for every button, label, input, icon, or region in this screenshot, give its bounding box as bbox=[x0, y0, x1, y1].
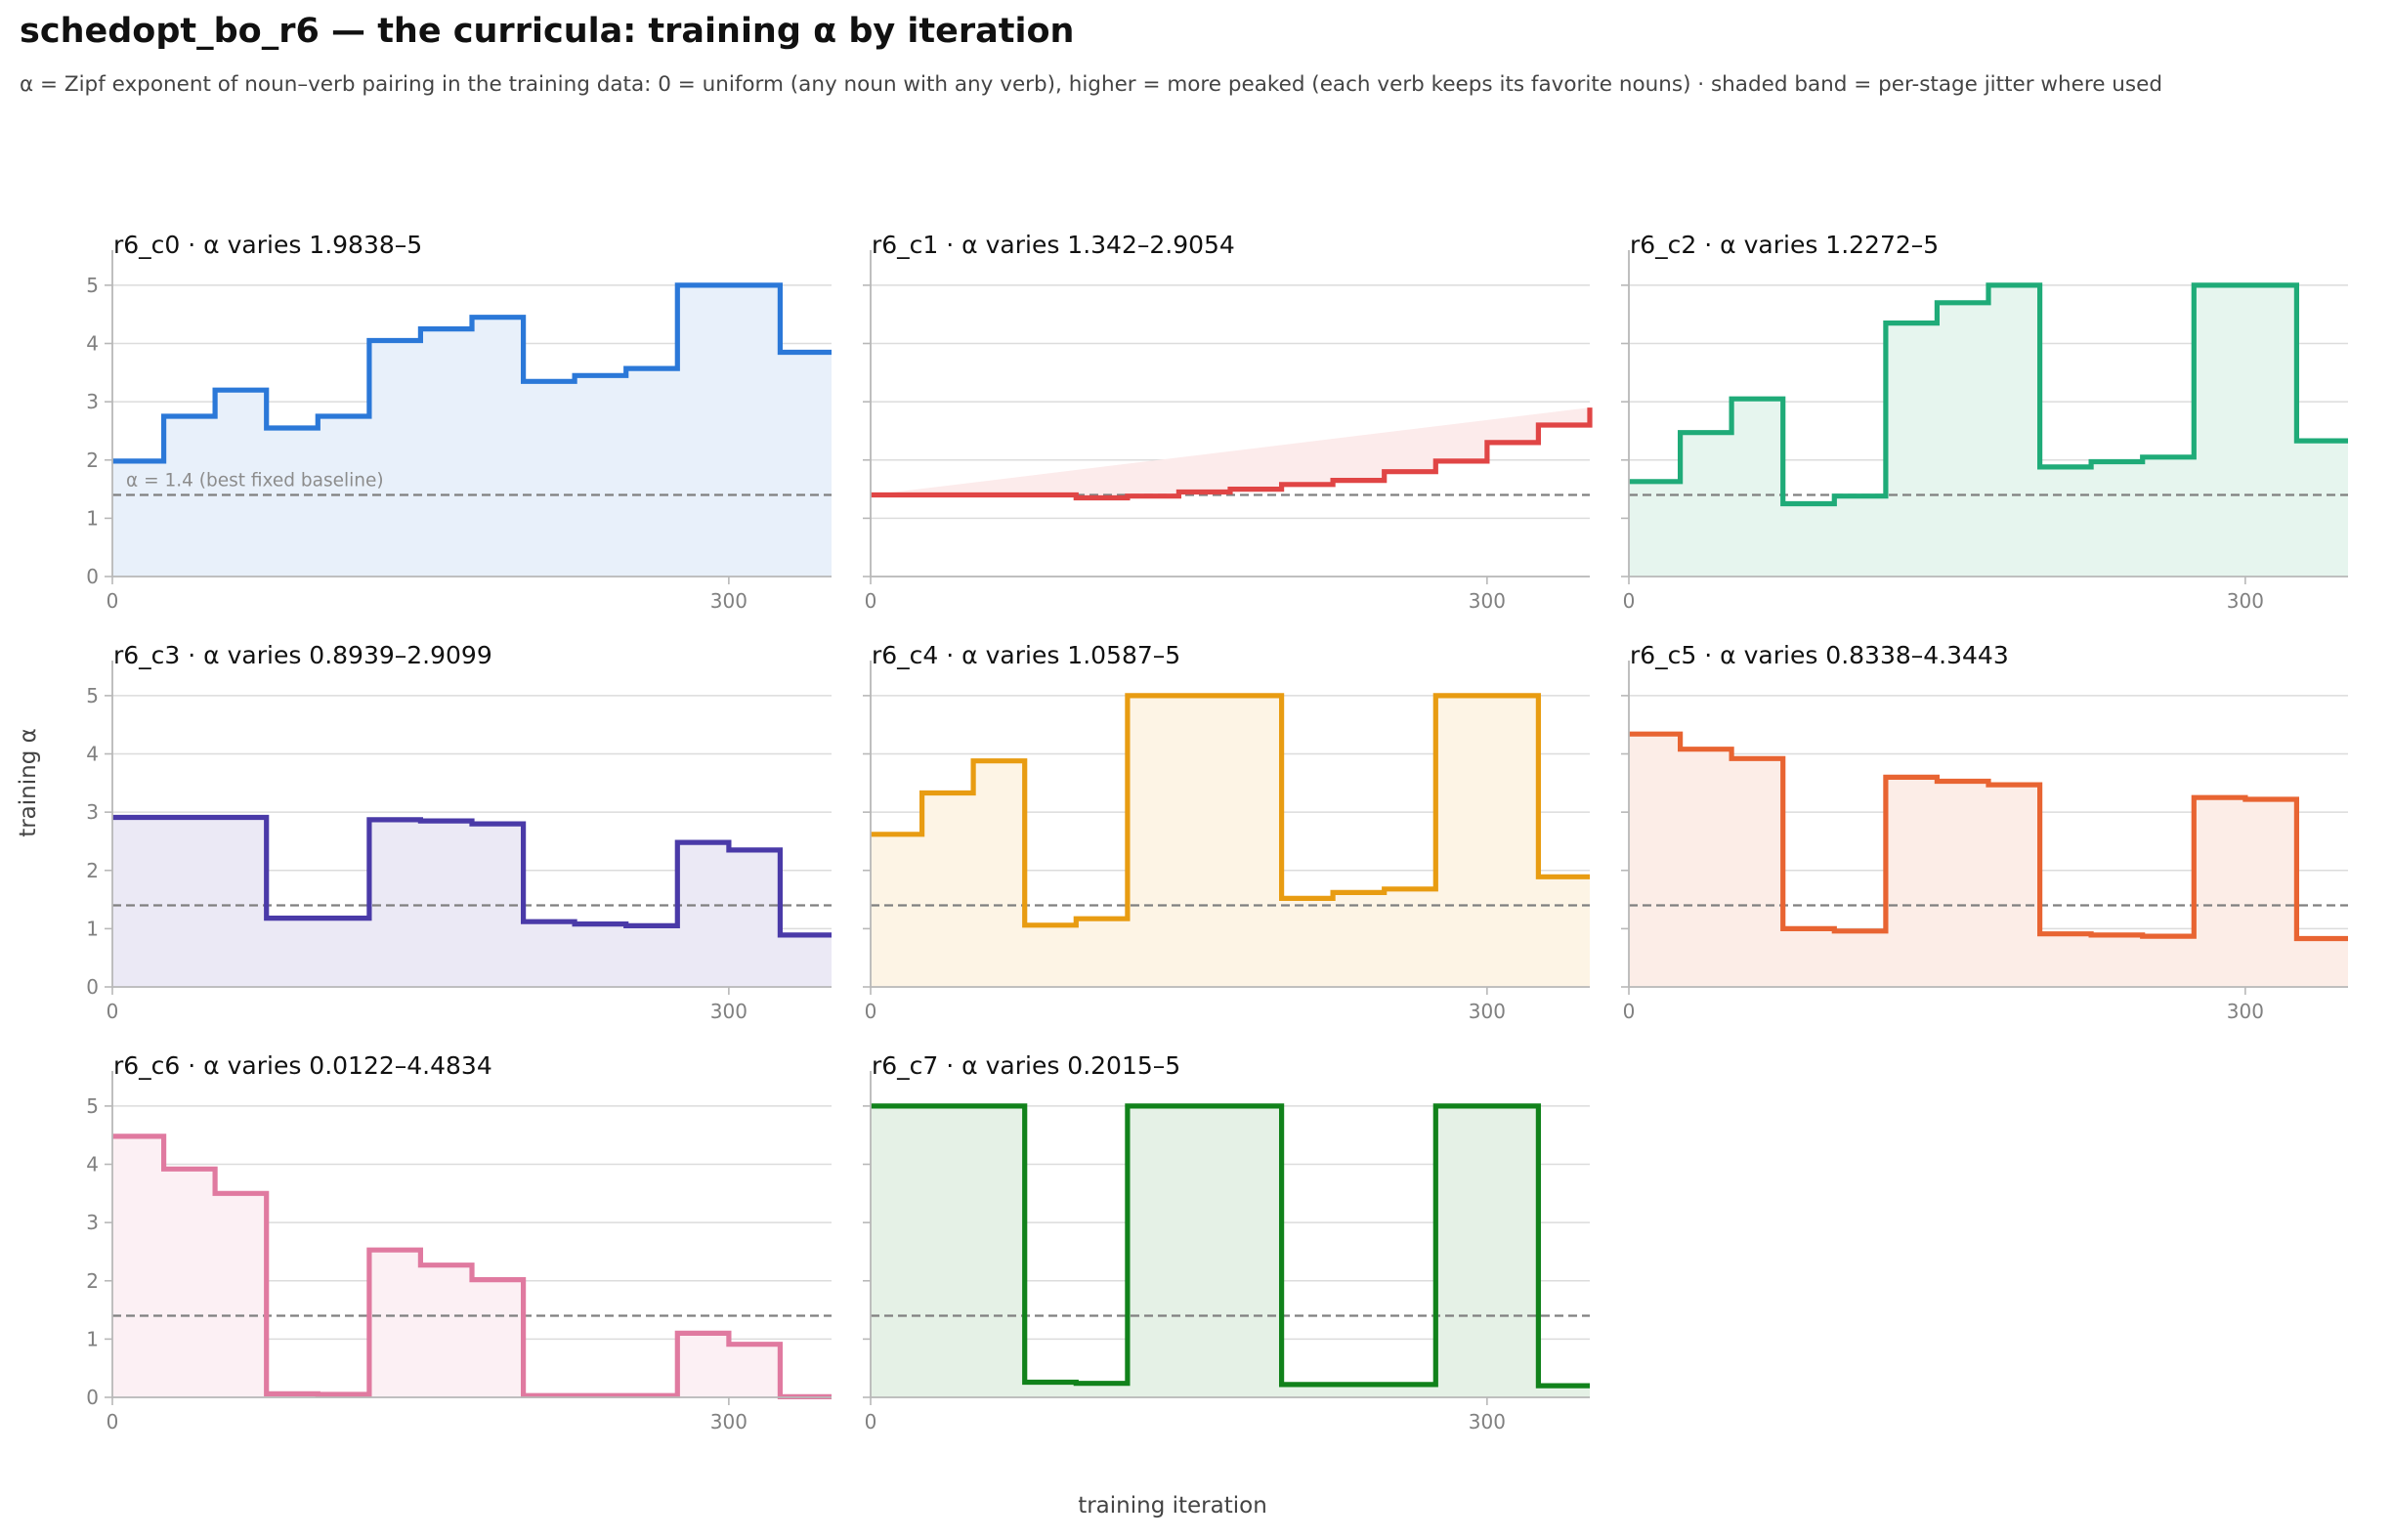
y-tick-label: 4 bbox=[86, 332, 99, 356]
x-tick-label: 300 bbox=[710, 1410, 748, 1433]
panel-title: r6_c7 · α varies 0.2015–5 bbox=[872, 1051, 1180, 1080]
series-fill bbox=[871, 695, 1590, 987]
panel-title: r6_c1 · α varies 1.342–2.9054 bbox=[872, 231, 1235, 259]
y-tick-label: 4 bbox=[86, 1153, 99, 1176]
y-tick-label: 2 bbox=[86, 859, 99, 882]
y-tick-label: 3 bbox=[86, 390, 99, 413]
x-tick-label: 0 bbox=[107, 1000, 119, 1023]
panel-title: r6_c3 · α varies 0.8939–2.9099 bbox=[113, 641, 492, 669]
panel-title: r6_c4 · α varies 1.0587–5 bbox=[872, 641, 1180, 669]
y-tick-label: 3 bbox=[86, 800, 99, 824]
panel-r6_c5: r6_c5 · α varies 0.8338–4.3443 0 300 bbox=[1621, 641, 2348, 1023]
y-tick-label: 5 bbox=[86, 274, 99, 297]
x-tick-label: 300 bbox=[710, 1000, 748, 1023]
y-tick-label: 3 bbox=[86, 1211, 99, 1234]
series-line bbox=[871, 1103, 1590, 1389]
panel-title: r6_c6 · α varies 0.0122–4.4834 bbox=[113, 1051, 492, 1080]
y-axis-label: training α bbox=[16, 728, 41, 837]
panel-r6_c2: r6_c2 · α varies 1.2272–5 0 300 bbox=[1621, 231, 2348, 613]
baseline-label: α = 1.4 (best fixed baseline) bbox=[126, 471, 384, 492]
x-tick-label: 0 bbox=[1623, 589, 1636, 613]
series-line bbox=[1629, 731, 2348, 942]
y-tick-label: 1 bbox=[86, 917, 99, 940]
series-fill bbox=[1629, 734, 2348, 987]
series-line bbox=[112, 1134, 832, 1399]
x-tick-label: 300 bbox=[1469, 1000, 1506, 1023]
x-tick-label: 0 bbox=[107, 1410, 119, 1433]
panel-r6_c7: r6_c7 · α varies 0.2015–5 0 300 bbox=[863, 1051, 1590, 1433]
series-line bbox=[112, 282, 832, 464]
y-tick-label: 2 bbox=[86, 449, 99, 472]
series-line bbox=[871, 693, 1590, 928]
panel-r6_c3: r6_c3 · α varies 0.8939–2.9099 0 1 2 3 4 5 0 300 bbox=[86, 641, 832, 1023]
x-tick-label: 0 bbox=[107, 589, 119, 613]
x-axis-label: training iteration bbox=[1078, 1493, 1267, 1519]
x-tick-label: 300 bbox=[710, 589, 748, 613]
series-fill bbox=[871, 407, 1590, 498]
y-tick-label: 1 bbox=[86, 506, 99, 530]
x-tick-label: 300 bbox=[1469, 589, 1506, 613]
y-tick-label: 4 bbox=[86, 743, 99, 766]
series-line bbox=[112, 814, 832, 938]
y-tick-label: 1 bbox=[86, 1327, 99, 1350]
y-tick-label: 0 bbox=[86, 975, 99, 999]
x-tick-label: 300 bbox=[1469, 1410, 1506, 1433]
panel-r6_c6: r6_c6 · α varies 0.0122–4.4834 0 1 2 3 4 5 0 300 bbox=[86, 1051, 832, 1433]
y-tick-label: 0 bbox=[86, 1386, 99, 1409]
page-title: schedopt_bo_r6 — the curricula: training… bbox=[20, 12, 1075, 51]
y-tick-label: 0 bbox=[86, 565, 99, 588]
x-tick-label: 300 bbox=[2227, 589, 2264, 613]
panel-title: r6_c0 · α varies 1.9838–5 bbox=[113, 231, 422, 259]
x-tick-label: 0 bbox=[865, 1410, 877, 1433]
series-fill bbox=[112, 284, 832, 577]
x-tick-label: 300 bbox=[2227, 1000, 2264, 1023]
panel-r6_c0: r6_c0 · α varies 1.9838–5 α = 1.4 (best f… bbox=[86, 231, 832, 613]
series-fill bbox=[871, 1105, 1590, 1397]
y-tick-label: 2 bbox=[86, 1269, 99, 1293]
panel-r6_c1: r6_c1 · α varies 1.342–2.9054 0 300 bbox=[863, 231, 1593, 613]
panel-r6_c4: r6_c4 · α varies 1.0587–5 0 300 bbox=[863, 641, 1590, 1023]
series-line bbox=[871, 407, 1593, 501]
page-subtitle: α = Zipf exponent of noun–verb pairing i… bbox=[20, 72, 2162, 97]
y-tick-label: 5 bbox=[86, 684, 99, 707]
series-fill bbox=[112, 817, 832, 987]
x-tick-label: 0 bbox=[865, 589, 877, 613]
panel-title: r6_c2 · α varies 1.2272–5 bbox=[1630, 231, 1939, 259]
series-line bbox=[1629, 282, 2348, 507]
panel-title: r6_c5 · α varies 0.8338–4.3443 bbox=[1630, 641, 2009, 669]
x-tick-label: 0 bbox=[1623, 1000, 1636, 1023]
series-fill bbox=[1629, 284, 2348, 577]
x-tick-label: 0 bbox=[865, 1000, 877, 1023]
y-tick-label: 5 bbox=[86, 1094, 99, 1118]
